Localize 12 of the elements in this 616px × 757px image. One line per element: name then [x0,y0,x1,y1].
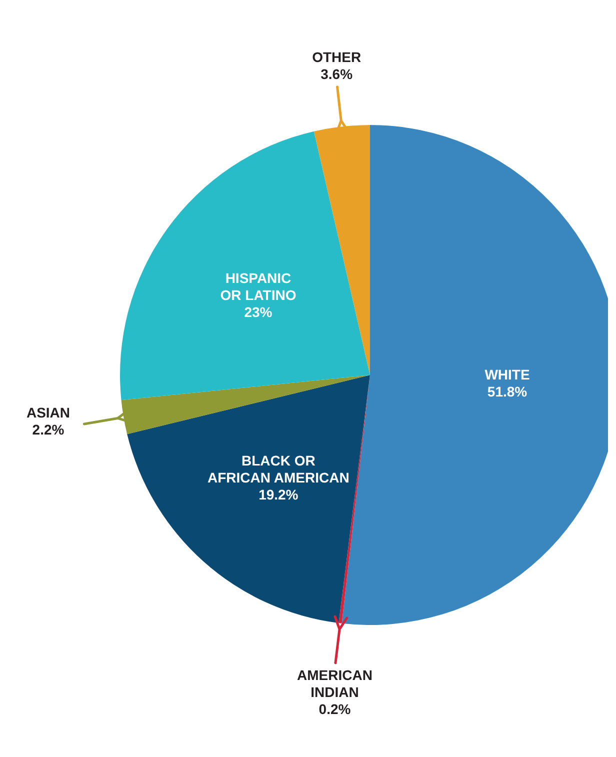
slice-label: WHITE [484,366,530,382]
data-label: 19.2% [258,486,299,503]
slice-label: OTHER [312,48,362,65]
slice-label: BLACK OR AFRICAN AMERICAN [208,452,350,486]
data-label: 2.2% [32,421,65,438]
data-label: 0.2% [318,700,352,717]
data-label: 3.6% [320,66,354,82]
data-label: 51.8% [487,383,528,400]
slice-label: AMERICAN INDIAN [297,666,372,700]
data-label: 23% [244,304,273,320]
slice-label: HISPANIC OR LATINO [220,270,296,303]
slice-label: ASIAN [26,404,70,420]
